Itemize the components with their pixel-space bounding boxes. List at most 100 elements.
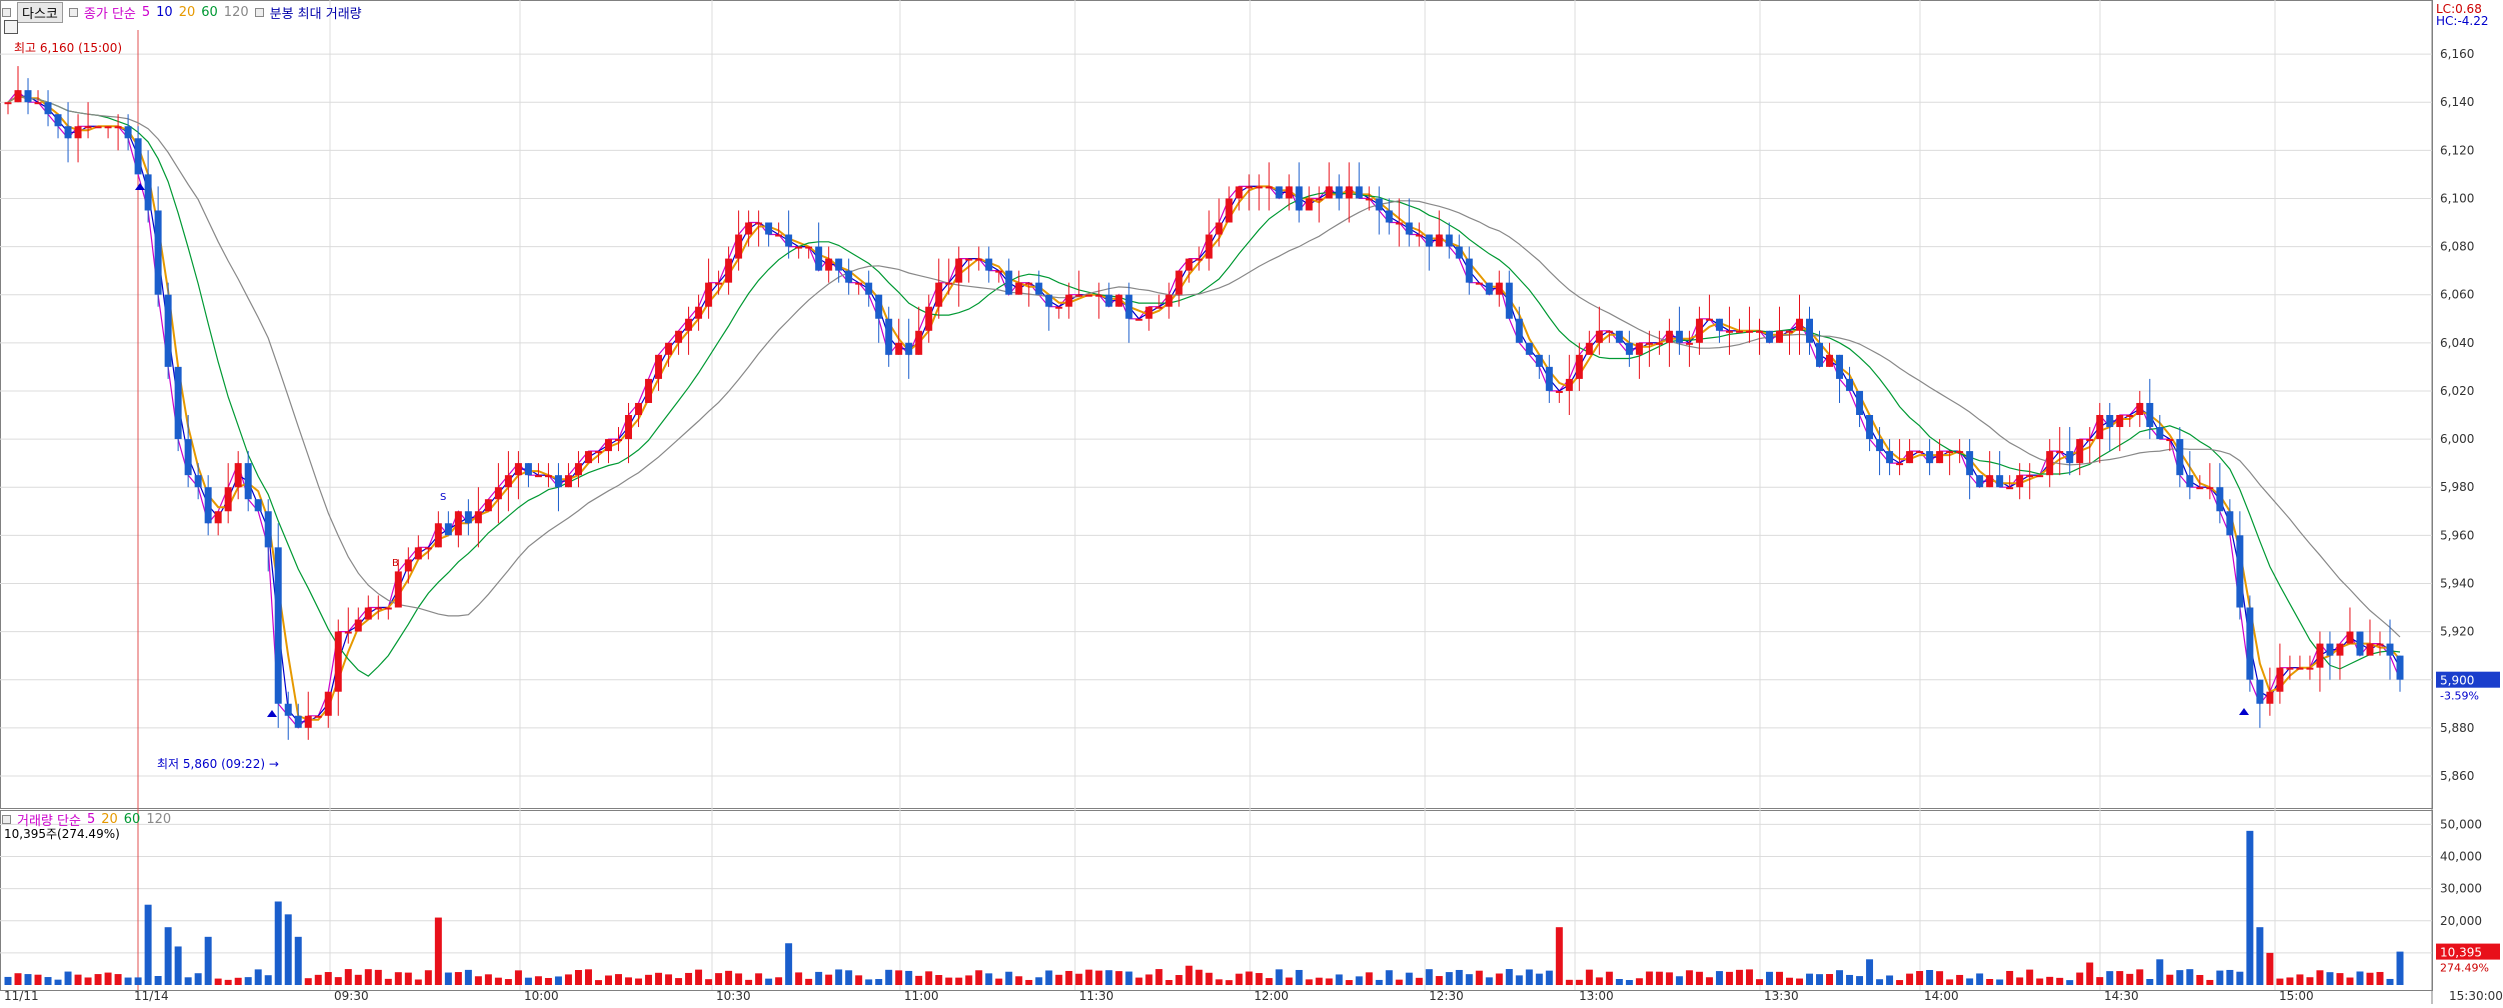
b-marker: B [392,558,399,569]
candle-body [1405,222,1413,235]
candle-body [2076,439,2084,464]
volume-bar [1005,971,1013,985]
candle-body [574,463,582,476]
vol-ma5-label[interactable]: 5 [86,812,96,827]
candle-body [1876,439,1884,452]
last-volume-pct: 274.49% [2440,962,2489,975]
volume-bar [1175,975,1183,985]
time-tick-label: 12:30 [1429,989,1464,1003]
candle-body [584,451,592,464]
candle-body [1255,186,1263,189]
volume-bar [1625,980,1633,985]
volume-title[interactable]: 거래량 단순 [17,814,81,829]
volume-bar [2306,977,2314,985]
candle-body [815,246,823,271]
time-tick-label: 09:30 [334,989,369,1003]
candle-body [1705,318,1713,321]
candle-body [124,126,132,139]
ma20-label[interactable]: 20 [178,5,196,20]
candle-body [204,487,212,524]
volume-bar [394,972,402,985]
volume-bar [1065,970,1073,985]
volume-bar [2086,962,2094,985]
candle-body [2146,402,2154,428]
volume-bar [434,917,442,985]
candle-body [2156,427,2164,440]
candle-body [1655,342,1663,345]
volume-bar [645,974,653,985]
symbol-name[interactable]: 다스코 [17,2,63,23]
last-price-label: 5,900 [2440,674,2474,688]
volume-bar [2136,969,2144,985]
candle-body [534,475,542,478]
candle-body [1215,222,1223,235]
candle-body [1545,366,1553,391]
candle-body [2096,415,2104,440]
volume-bar [84,977,92,985]
candle-body [1585,342,1593,355]
volume-bar [524,977,532,985]
volume-bar [484,974,492,985]
candle-body [2366,643,2374,656]
candle-body [344,631,352,634]
price-tick-label: 5,920 [2440,625,2474,639]
volume-bar [865,979,873,985]
candle-body [244,463,252,500]
candle-body [1856,390,1864,415]
candle-body [1435,234,1443,247]
ma5-label[interactable]: 5 [141,5,151,20]
candle-body [1075,294,1083,297]
candle-body [2036,475,2044,478]
candle-body [494,487,502,500]
ma120-label[interactable]: 120 [223,5,249,20]
volume-bar [745,979,753,985]
volume-bar [1445,972,1453,985]
buy-arrow-marker [135,183,145,190]
candle-body [1685,342,1693,345]
indicator-toggle-icon[interactable] [68,8,78,17]
volume-bar [1786,977,1793,985]
vol-ma20-label[interactable]: 20 [101,812,118,827]
volume-bar [1675,976,1683,985]
candle-body [1325,186,1333,199]
candle-body [474,511,482,524]
candle-body [1786,330,1793,333]
volume-bar [534,976,542,985]
ma10-label[interactable]: 10 [156,5,173,20]
collapse-icon[interactable] [2,8,11,17]
volume-bar [2226,969,2234,985]
candle-body [334,631,342,692]
volume-bar [504,979,512,985]
volume-tick-label: 20,000 [2440,914,2482,928]
volume-bar [184,977,192,985]
volume-bar [144,904,152,985]
volume-bar [1115,971,1123,985]
volume-bar [4,976,12,985]
ma60-label[interactable]: 60 [201,5,218,20]
max-volume-label[interactable]: 분봉 최대 거래량 [269,7,362,22]
max-volume-toggle-icon[interactable] [254,8,264,17]
volume-collapse-icon[interactable] [2,815,11,824]
candle-body [554,475,562,488]
candle-body [1625,342,1633,355]
volume-bar [805,978,813,985]
volume-bar [1135,977,1143,985]
price-ma-title[interactable]: 종가 단순 [83,7,136,22]
table-icon[interactable] [4,20,18,34]
volume-bar [74,974,82,985]
vol-ma120-label[interactable]: 120 [146,812,172,827]
candle-body [1986,475,1994,488]
volume-bar [2146,979,2154,985]
candle-body [274,547,282,704]
candle-body [514,463,522,476]
volume-bar [1846,974,1854,985]
vol-ma60-label[interactable]: 60 [123,812,141,827]
candle-body [1775,330,1783,343]
candle-body [745,222,753,235]
candle-body [434,523,442,548]
candle-body [635,402,643,415]
candle-body [1245,186,1253,189]
candle-body [2106,415,2114,428]
volume-bar [1465,974,1473,985]
